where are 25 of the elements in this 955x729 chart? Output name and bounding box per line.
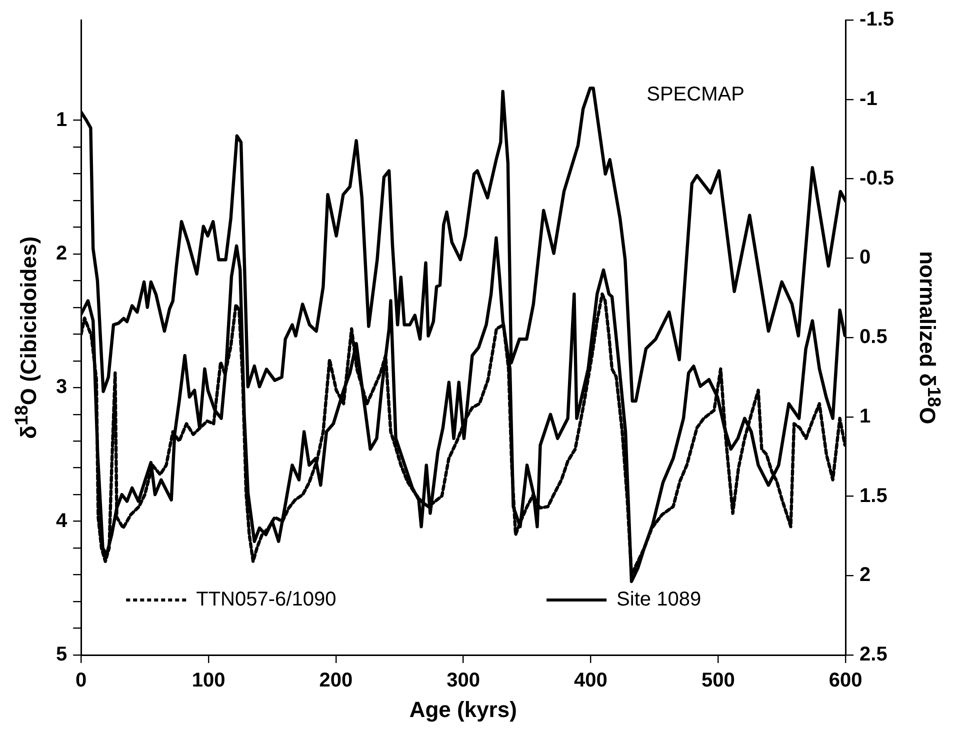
legend-label: TTN057-6/1090 [196,588,336,611]
x-tick-label: 0 [76,670,87,692]
y-tick-label: 1 [56,108,68,131]
y2-tick-label: 2 [860,564,871,586]
y-tick-label: 3 [56,376,68,398]
x-tick-label: 200 [319,670,353,692]
y2-tick-label: -1.5 [860,8,894,31]
x-tick-label: 500 [701,670,735,692]
y-tick-label: 4 [56,510,68,532]
legend-label: Site 1089 [616,588,702,611]
y2-tick-label: -0.5 [860,167,894,190]
y2-tick-label: -1 [860,88,878,110]
y2-tick-label: 1.5 [860,484,888,507]
y-tick-label: 2 [56,242,68,264]
x-tick-label: 600 [828,670,862,692]
x-tick-label: 300 [446,670,480,692]
y2-tick-label: 0 [860,246,871,269]
x-tick-label: 100 [192,670,226,692]
x-tick-label: 400 [574,670,608,692]
y-tick-label: 5 [56,644,68,666]
x-axis-title: Age (kyrs) [409,697,517,723]
text: SPECMAP [646,84,744,106]
y2-tick-label: 2.5 [860,644,888,666]
y2-tick-label: 1 [860,405,871,428]
y2-tick-label: 0.5 [860,326,888,348]
